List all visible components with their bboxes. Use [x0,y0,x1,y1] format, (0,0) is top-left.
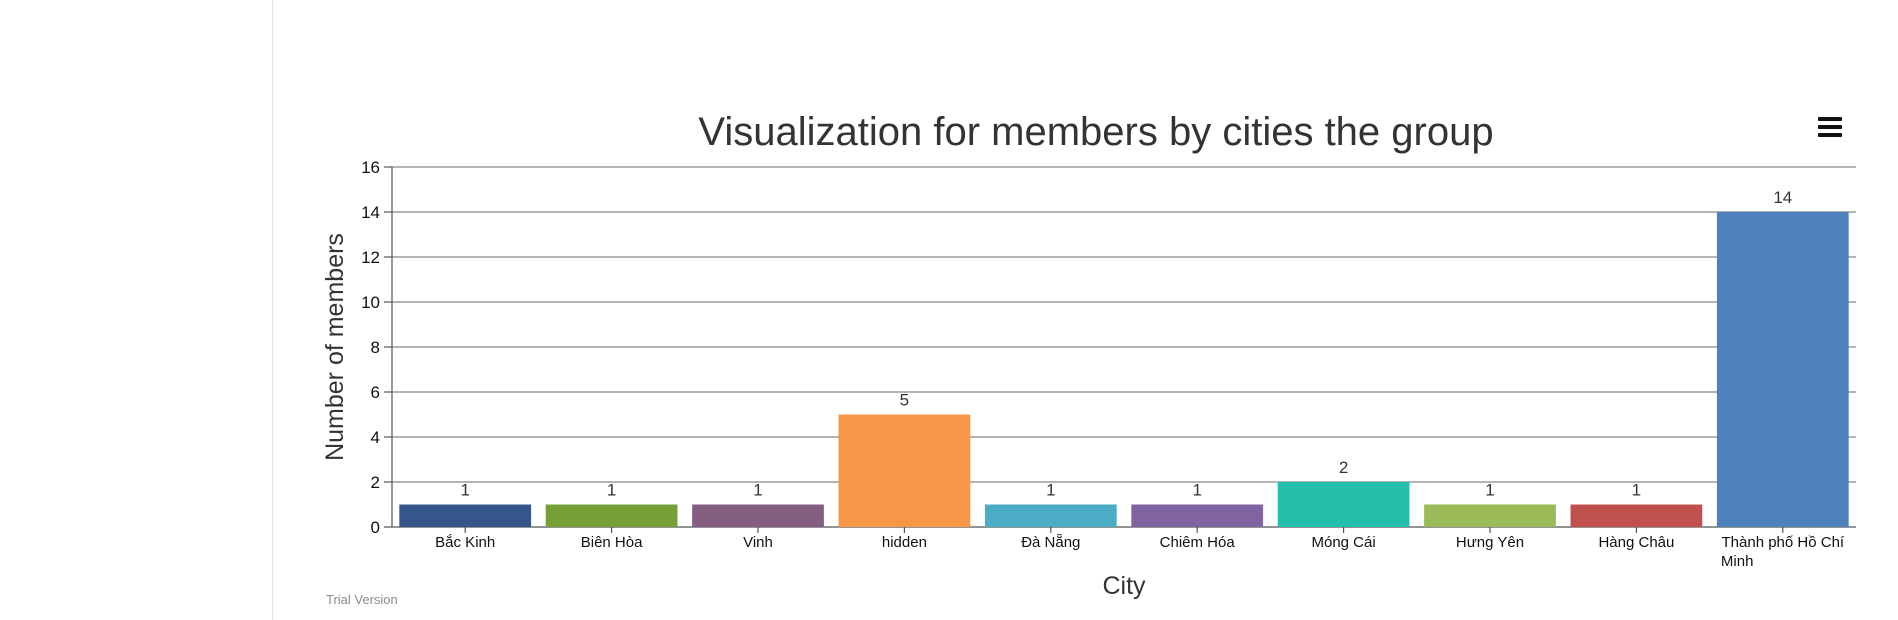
x-tick-label: Biên Hòa [581,534,643,551]
data-label: 14 [1773,188,1792,207]
data-label: 1 [1485,481,1494,500]
y-tick-label: 12 [361,248,380,267]
y-tick-label: 2 [371,473,380,492]
chart-menu-button[interactable] [1818,116,1842,138]
y-tick-label: 14 [361,203,380,222]
bar[interactable] [1277,482,1410,527]
chart-title: Visualization for members by cities the … [698,110,1493,154]
bar[interactable] [1424,504,1556,528]
x-tick-label: Đà Nẵng [1021,534,1080,551]
data-label: 2 [1339,458,1348,477]
data-label: 1 [1192,481,1201,500]
y-tick-label: 10 [361,293,380,312]
bar[interactable] [1570,504,1703,528]
data-label: 1 [460,481,469,500]
x-tick-label: Móng Cái [1311,534,1375,551]
bars [399,212,1849,528]
data-label: 1 [607,481,616,500]
x-tick-label: Chiêm Hóa [1160,534,1236,551]
bar[interactable] [545,504,678,528]
y-tick-label: 8 [371,338,380,357]
bar[interactable] [1131,504,1264,528]
x-axis-title: City [1102,572,1146,600]
x-tick-label: Hàng Châu [1598,534,1674,551]
bar[interactable] [399,504,532,528]
left-panel [0,0,273,620]
bar[interactable] [984,504,1117,528]
data-label: 1 [1046,481,1055,500]
y-tick-label: 16 [361,158,380,177]
data-label: 1 [753,481,762,500]
x-tick-label: Thành phố Hồ Chí Minh [1721,534,1845,570]
x-tick-label: Hưng Yên [1456,534,1524,551]
bar[interactable] [1716,212,1849,527]
data-label: 5 [900,391,909,410]
y-axis-ticks: 0 2 4 6 8 10 12 14 16 [361,158,392,537]
data-label: 1 [1632,481,1641,500]
bar-chart: Visualization for members by cities the … [321,110,1856,600]
y-tick-label: 4 [371,428,380,447]
x-tick-label: hidden [882,534,927,551]
y-tick-label: 6 [371,383,380,402]
data-labels: 1 1 1 5 1 1 2 1 1 14 [460,188,1792,500]
hamburger-menu-icon-bar [1818,133,1842,137]
hamburger-menu-icon-bar [1818,125,1842,129]
bar[interactable] [692,504,824,528]
chart-container: Visualization for members by cities the … [273,0,1898,620]
x-tick-label: Bắc Kinh [435,534,495,551]
bar[interactable] [838,414,971,528]
y-axis-title: Number of members [321,233,349,461]
grid-lines [391,166,1856,528]
x-tick-label: Vinh [743,534,773,551]
hamburger-menu-icon [1818,117,1842,121]
y-tick-label: 0 [371,518,380,537]
trial-version-label: Trial Version [326,592,398,607]
x-axis-ticks: Bắc Kinh Biên Hòa Vinh hidden Đà Nẵng Chiêm H… [435,527,1845,570]
